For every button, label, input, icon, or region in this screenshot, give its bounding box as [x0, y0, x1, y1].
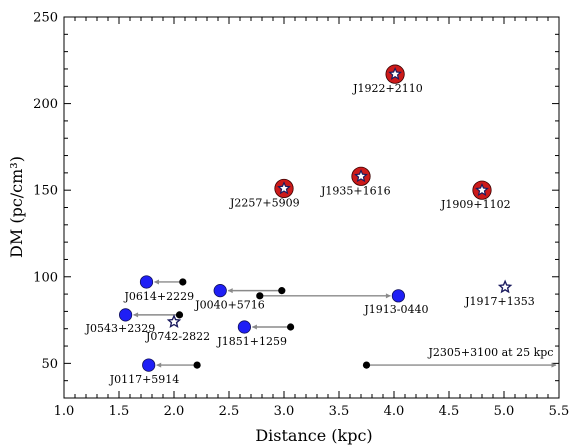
x-tick-label: 5.0 — [494, 404, 515, 419]
star-marker-center — [501, 282, 510, 291]
y-tick-label: 200 — [33, 97, 58, 112]
y-tick-label: 150 — [33, 184, 58, 199]
y-tick-label: 100 — [33, 270, 58, 285]
pulsar-label: J0614+2229 — [124, 290, 195, 303]
x-tick-label: 2.0 — [164, 404, 185, 419]
x-tick-label: 5.5 — [549, 404, 570, 419]
pulsar-label: J0543+2329 — [85, 322, 156, 335]
pulsar-label: J1913-0440 — [363, 303, 428, 316]
old-distance-dot — [193, 361, 201, 369]
star-marker-center — [357, 172, 365, 180]
x-tick-label: 4.0 — [384, 404, 405, 419]
y-axis-title: DM (pc/cm³) — [7, 156, 26, 258]
old-distance-dot — [278, 287, 286, 295]
pulsar-label: J2257+5909 — [229, 196, 300, 209]
new-distance-point — [119, 308, 133, 322]
new-distance-point — [213, 284, 227, 298]
y-tick-label: 250 — [33, 11, 58, 26]
x-tick-label: 3.0 — [274, 404, 295, 419]
pulsar-label: J0117+5914 — [109, 373, 180, 386]
old-distance-dot — [362, 361, 371, 369]
new-distance-point — [139, 275, 154, 289]
pulsar-label: J0742-2822 — [145, 330, 210, 343]
x-axis-title: Distance (kpc) — [255, 426, 372, 445]
new-distance-point — [237, 320, 251, 334]
star-marker-center — [391, 69, 400, 78]
x-tick-label: 1.0 — [54, 404, 75, 419]
y-tick-label: 50 — [41, 357, 58, 372]
pulsar-label: J1851+1259 — [216, 335, 287, 348]
old-distance-dot — [179, 278, 187, 286]
pulsar-label: J0040+5716 — [194, 299, 265, 312]
pulsar-label: J2305+3100 at 25 kpc — [428, 346, 554, 359]
pulsar-label: J1917+1353 — [464, 295, 535, 308]
pulsar-label: J1909+1102 — [440, 198, 511, 211]
star-marker-center — [170, 317, 178, 326]
old-distance-dot — [287, 323, 295, 331]
star-marker-center — [280, 184, 288, 192]
pulsar-label: J1935+1616 — [320, 184, 391, 197]
old-distance-dot — [256, 292, 264, 300]
x-tick-label: 1.5 — [109, 404, 130, 419]
x-tick-label: 4.5 — [439, 404, 460, 419]
axes: 1.0 1.5 2.0 2.5 3.0 3.5 4.0 4.5 5.0 5.5 50 100 150 20… — [33, 11, 569, 420]
star-marker-center — [478, 185, 486, 194]
x-tick-label: 3.5 — [329, 404, 350, 419]
old-distance-dot — [175, 311, 184, 319]
new-distance-point — [391, 289, 405, 303]
x-tick-label: 2.5 — [219, 404, 240, 419]
pulsar-label: J1922+2110 — [352, 82, 423, 95]
new-distance-point — [142, 358, 156, 372]
